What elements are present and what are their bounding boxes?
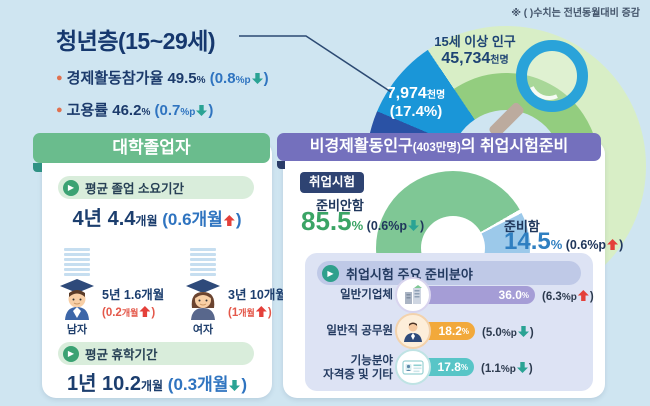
population-unit: 천명 xyxy=(490,55,509,66)
stat-label: 고용률 xyxy=(66,102,113,119)
down-arrow-icon xyxy=(518,326,529,337)
population-value: 45,734 xyxy=(441,50,491,67)
up-arrow-icon xyxy=(255,306,267,317)
youth-segment-label: 7,974천명 (17.4%) xyxy=(356,85,476,120)
stat-value: 46.2 xyxy=(112,102,142,119)
male-label: 남자 xyxy=(66,324,88,336)
bar-label: 기능분야 자격증 및 기타 xyxy=(323,355,393,381)
up-arrow-icon xyxy=(577,290,589,301)
leave-period-title: ▶ 평균 휴학기간 xyxy=(58,342,254,365)
youth-segment-unit: 천명 xyxy=(426,90,446,101)
youth-segment-value: 7,974 xyxy=(386,85,427,102)
play-icon: ▶ xyxy=(63,345,79,362)
stack-bars-icon xyxy=(64,248,90,276)
leave-period-value: 1년 10.2개월 (0.3개월) xyxy=(66,373,248,395)
grad-period-title: ▶ 평균 졸업 소요기간 xyxy=(58,176,254,199)
certificate-icon xyxy=(395,349,431,385)
female-graduate-icon xyxy=(186,279,220,320)
page-title: 청년층(15~29세) xyxy=(56,28,216,54)
play-icon: ▶ xyxy=(63,179,79,196)
female-change: (1개월) xyxy=(228,306,272,319)
stat-change: 0.8 xyxy=(214,70,236,87)
stat-value: 49.5 xyxy=(167,70,197,87)
bar-change: (1.1%p) xyxy=(481,362,533,375)
stat-label: 경제활동참가율 xyxy=(66,70,168,87)
bar-change: (6.3%p) xyxy=(542,290,594,303)
footnote: ※ ( )수치는 전년동월대비 증감 xyxy=(511,8,640,19)
population-label: 15세 이상 인구 xyxy=(434,34,516,49)
bar-label: 일반직 공무원 xyxy=(326,325,393,337)
female-value: 3년 10개월 xyxy=(228,288,287,302)
prep-fields-title: ▶ 취업시험 주요 준비분야 xyxy=(317,261,581,285)
not-preparing-value: 85.5% (0.6%p) xyxy=(301,206,425,236)
male-graduate-icon xyxy=(60,279,94,320)
prep-fields-panel: ▶ 취업시험 주요 준비분야 일반기업체 36.0% (6.3%p) 일반직 공… xyxy=(305,253,594,391)
civil-servant-icon xyxy=(395,313,431,349)
down-arrow-icon xyxy=(196,105,207,116)
down-arrow-icon xyxy=(408,220,419,231)
bullet-icon: ● xyxy=(56,72,63,84)
male-column: 남자 5년 1.6개월 (0.2개월) xyxy=(56,248,182,337)
down-arrow-icon xyxy=(252,73,263,84)
bar-general-company: 36.0% xyxy=(413,286,535,304)
magnifier-icon xyxy=(516,40,588,112)
male-change: (0.2개월) xyxy=(102,306,156,319)
down-arrow-icon xyxy=(517,362,528,373)
preparing-value: 14.5% (0.6%p) xyxy=(504,228,624,255)
stat-employment-rate: ● 고용률 46.2% (0.7%p) xyxy=(56,102,214,119)
building-icon xyxy=(395,277,431,313)
female-label: 여자 xyxy=(192,324,214,336)
down-arrow-icon xyxy=(229,380,240,391)
exam-card-header: 비경제활동인구(403만명)의 취업시험준비 xyxy=(277,133,601,161)
exam-prep-card: 비경제활동인구(403만명)의 취업시험준비 취업시험 준비안함 85.5% (… xyxy=(277,133,623,398)
header-fold xyxy=(277,161,285,169)
youth-summary: 청년층(15~29세) ● 경제활동참가율 49.5% (0.8%p) ● 고용률 … xyxy=(56,22,269,120)
population-donut-center-label: 15세 이상 인구 45,734천명 xyxy=(398,31,552,68)
grad-period-value: 4년 4.4개월 (0.6개월) xyxy=(72,208,242,230)
stack-bars-icon xyxy=(190,248,216,276)
not-preparing-label: 준비안함 xyxy=(316,198,364,213)
up-arrow-icon xyxy=(223,215,235,226)
exam-badge: 취업시험 xyxy=(300,172,364,193)
male-value: 5년 1.6개월 xyxy=(102,288,165,302)
play-icon: ▶ xyxy=(322,264,339,282)
bar-label: 일반기업체 xyxy=(340,289,393,301)
up-arrow-icon xyxy=(139,306,151,317)
female-column: 여자 3년 10개월 (1개월) xyxy=(182,248,308,337)
header-fold xyxy=(33,163,42,172)
bar-change: (5.0%p) xyxy=(482,326,534,339)
youth-segment-pct: (17.4%) xyxy=(389,103,443,120)
graduates-card-header: 대학졸업자 xyxy=(33,133,270,163)
gender-breakdown: 남자 5년 1.6개월 (0.2개월) xyxy=(56,248,287,337)
bullet-icon: ● xyxy=(56,104,63,116)
preparing-label: 준비함 xyxy=(504,219,540,234)
stat-participation-rate: ● 경제활동참가율 49.5% (0.8%p) xyxy=(56,70,269,87)
up-arrow-icon xyxy=(607,239,619,250)
stat-change: 0.7 xyxy=(159,102,181,119)
graduates-card: 대학졸업자 ▶ 평균 졸업 소요기간 4년 4.4개월 (0.6개월) xyxy=(33,133,287,398)
